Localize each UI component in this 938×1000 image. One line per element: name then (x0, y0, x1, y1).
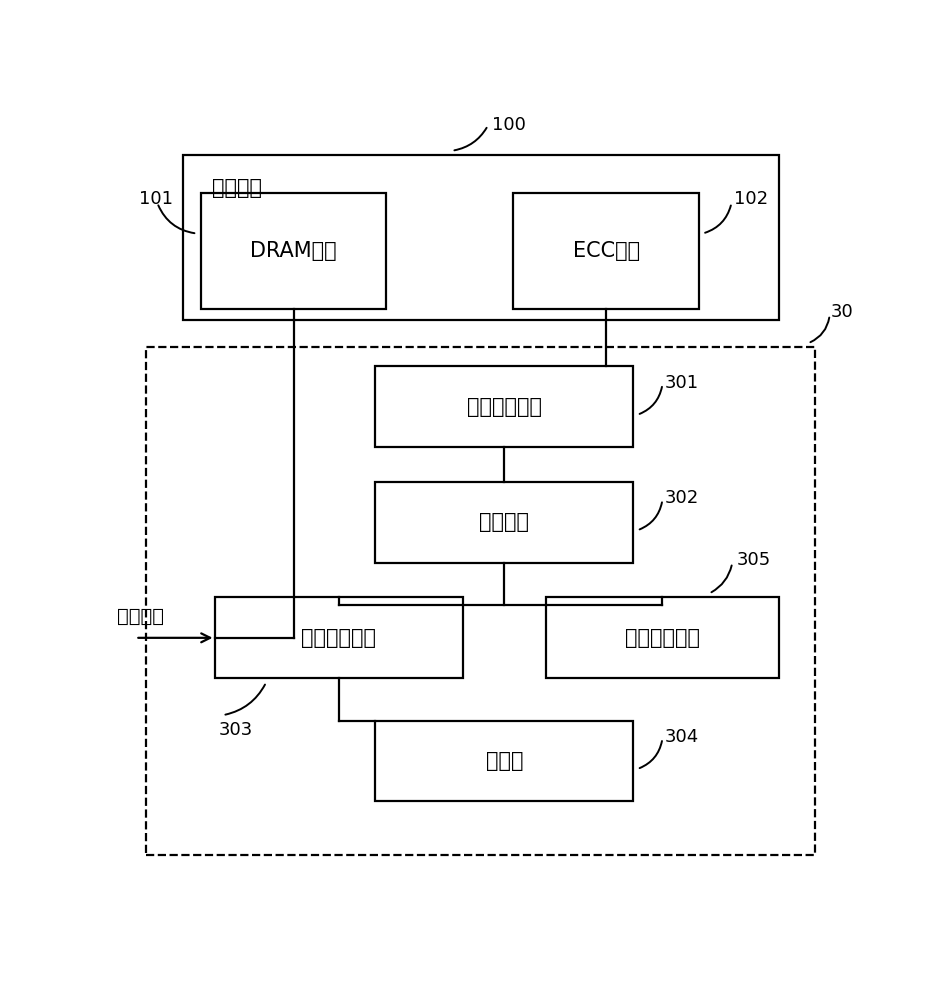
Text: 存储区域: 存储区域 (212, 178, 262, 198)
Bar (546, 597, 779, 678)
Text: 305: 305 (737, 551, 771, 569)
Bar (375, 721, 633, 801)
Text: 刷新指令: 刷新指令 (117, 607, 164, 626)
Text: 刷新控制模块: 刷新控制模块 (301, 628, 376, 648)
Text: 仲裁模块: 仲裁模块 (479, 512, 529, 532)
Bar (375, 366, 633, 447)
Text: 101: 101 (139, 190, 173, 208)
Text: 100: 100 (492, 116, 525, 134)
Text: 304: 304 (665, 728, 699, 746)
Text: 302: 302 (665, 489, 699, 507)
Text: 30: 30 (831, 303, 854, 321)
Bar (201, 193, 386, 309)
Bar (375, 482, 633, 563)
Bar (513, 193, 699, 309)
Text: ECC模块: ECC模块 (572, 241, 640, 261)
Text: 303: 303 (219, 721, 253, 739)
Text: 102: 102 (734, 190, 768, 208)
Text: 301: 301 (665, 374, 699, 392)
Bar (146, 347, 815, 855)
Text: 计时器: 计时器 (486, 751, 523, 771)
Bar (216, 597, 462, 678)
Text: 报警监控模块: 报警监控模块 (625, 628, 700, 648)
Text: DRAM阵列: DRAM阵列 (250, 241, 337, 261)
Text: 错误统计模块: 错误统计模块 (467, 397, 542, 417)
Bar (183, 155, 779, 320)
